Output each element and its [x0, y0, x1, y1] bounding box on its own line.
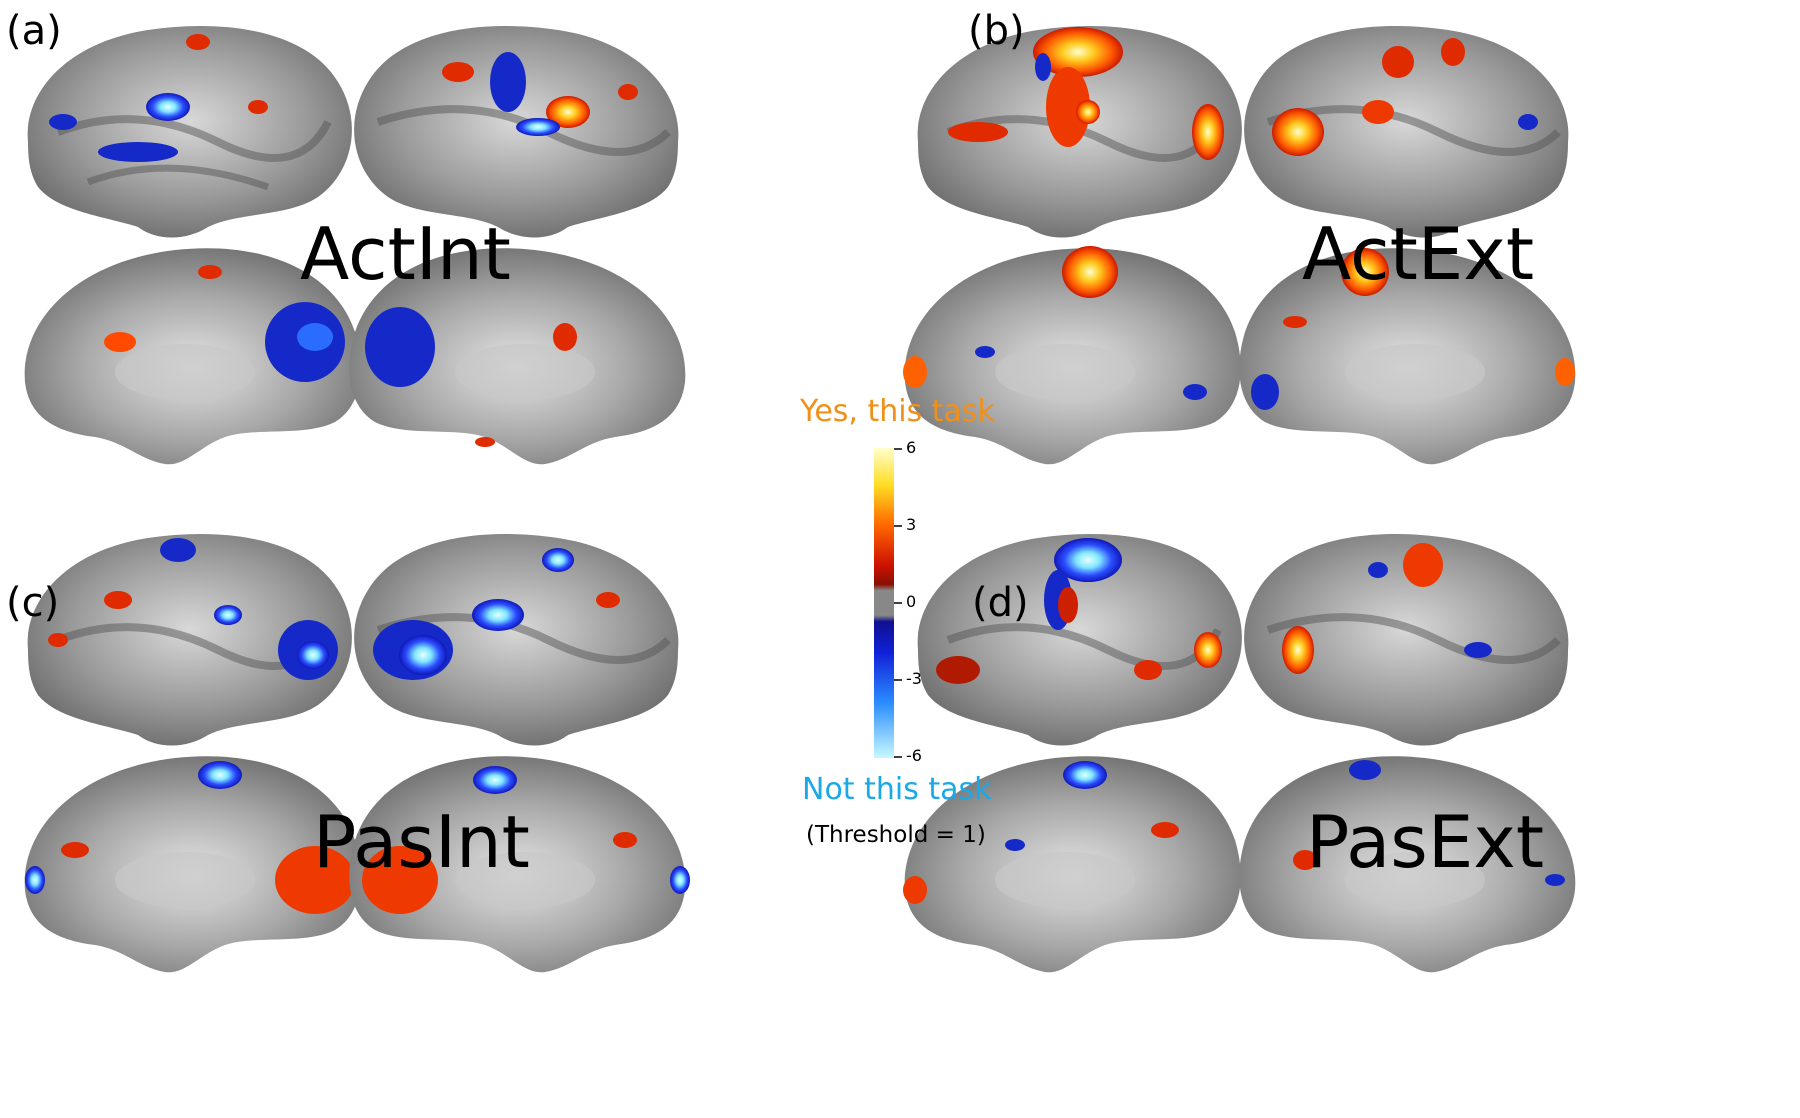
panel-c-left-medial: [24, 756, 361, 973]
panel-a-right-lateral: [354, 25, 679, 238]
colorbar-bottom-label: Not this task: [802, 772, 992, 807]
colorbar-tick-6: 6: [906, 438, 917, 457]
panel-title-pasext: PasExt: [1306, 800, 1545, 884]
panel-label-d: (d): [972, 580, 1029, 626]
colorbar-tick-neg6: -6: [906, 746, 922, 765]
panel-title-actint: ActInt: [300, 212, 511, 296]
panel-b-left-lateral: [917, 25, 1242, 238]
colorbar-top-label: Yes, this task: [800, 394, 995, 429]
colorbar-ticks: [894, 448, 902, 758]
colorbar-tick-neg3: -3: [906, 669, 922, 688]
panel-b-right-lateral: [1244, 25, 1569, 238]
panel-label-a: (a): [6, 8, 62, 54]
panel-label-b: (b): [968, 8, 1025, 54]
panel-a-right-medial: [349, 248, 686, 465]
panel-a-left-lateral: [27, 25, 352, 238]
panel-c-left-lateral: [27, 533, 352, 746]
panel-c-right-medial: [349, 756, 690, 973]
panel-b-right-medial: [1239, 248, 1576, 465]
panel-d-right-medial: [1239, 756, 1576, 973]
panel-d-right-lateral: [1244, 533, 1569, 746]
colorbar-tick-3: 3: [906, 515, 917, 534]
panel-a-left-medial: [24, 248, 361, 465]
colorbar-tick-0: 0: [906, 592, 917, 611]
panel-b-left-medial: [903, 246, 1241, 465]
panel-title-pasint: PasInt: [313, 800, 530, 884]
panel-d-left-medial: [903, 756, 1241, 973]
panel-d-left-lateral: [917, 533, 1242, 746]
colorbar-threshold-note: (Threshold = 1): [806, 822, 986, 848]
colorbar: [874, 448, 894, 758]
panel-label-c: (c): [6, 580, 60, 626]
panel-c-right-lateral: [354, 533, 679, 746]
panel-title-actext: ActExt: [1302, 212, 1535, 296]
